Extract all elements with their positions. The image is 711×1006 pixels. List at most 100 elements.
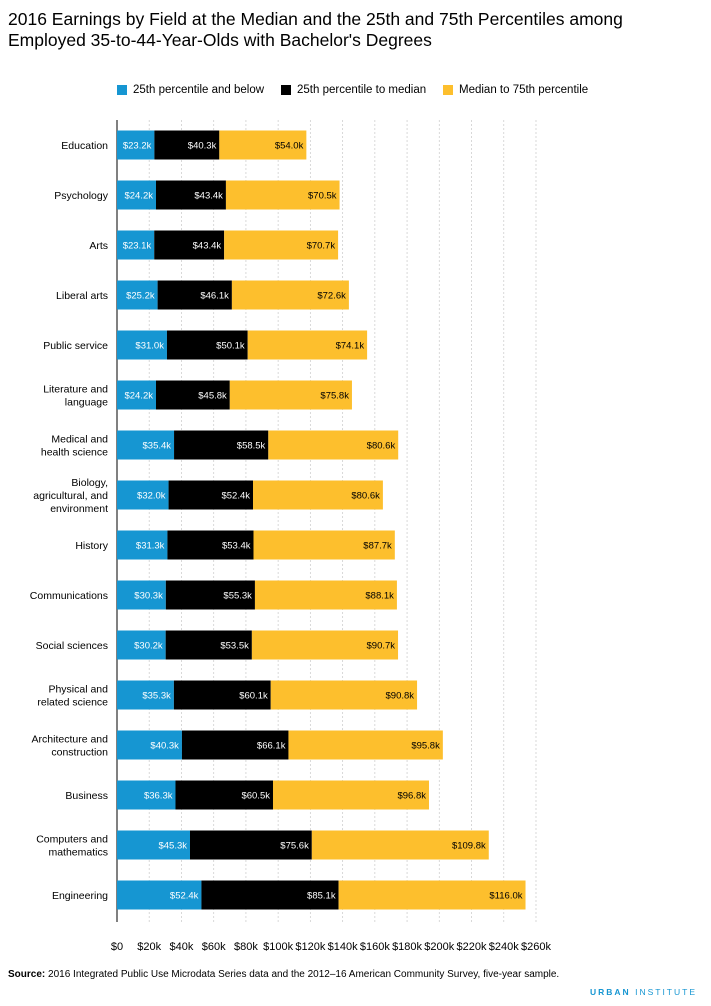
category-label: language <box>65 397 108 409</box>
data-label: $45.8k <box>198 391 227 402</box>
data-label: $87.7k <box>363 541 392 552</box>
bar-segment <box>311 830 489 860</box>
category-label: construction <box>51 747 108 759</box>
data-label: $43.4k <box>194 191 223 202</box>
data-label: $46.1k <box>200 291 229 302</box>
data-label: $90.8k <box>386 691 415 702</box>
bar-segment <box>174 430 269 460</box>
category-label: Engineering <box>52 890 108 902</box>
bar-segment <box>157 280 232 310</box>
category-label: agricultural, and <box>33 490 108 502</box>
legend-swatch-blue <box>117 85 127 95</box>
data-label: $32.0k <box>137 491 166 502</box>
category-label: Communications <box>30 590 108 602</box>
data-label: $53.5k <box>220 641 249 652</box>
bar-segment <box>224 230 339 260</box>
category-label: History <box>75 540 108 552</box>
data-label: $53.4k <box>222 541 251 552</box>
category-label: Business <box>65 790 108 802</box>
data-label: $80.6k <box>351 491 380 502</box>
data-label: $25.2k <box>126 291 155 302</box>
data-label: $95.8k <box>411 741 440 752</box>
bar-segment <box>117 830 191 860</box>
brand-logo: URBAN INSTITUTE <box>590 987 697 997</box>
category-label: health science <box>41 447 108 459</box>
bar-segment <box>175 780 273 810</box>
x-tick-label: $160k <box>360 941 390 953</box>
category-label: Liberal arts <box>56 290 108 302</box>
source-label: Source: <box>8 969 46 980</box>
x-tick-label: $240k <box>489 941 519 953</box>
category-label: Architecture and <box>32 734 109 746</box>
category-label: environment <box>50 503 108 515</box>
data-label: $58.5k <box>237 441 266 452</box>
bar-segment <box>117 280 158 310</box>
bar-segment <box>251 630 399 660</box>
bar-segment <box>117 780 176 810</box>
data-label: $70.5k <box>308 191 337 202</box>
data-label: $36.3k <box>144 791 173 802</box>
x-tick-label: $100k <box>263 941 293 953</box>
data-label: $72.6k <box>317 291 346 302</box>
data-label: $31.0k <box>135 341 164 352</box>
bar-segment <box>155 380 230 410</box>
bar-segment <box>117 430 175 460</box>
bar-segment <box>117 530 168 560</box>
source-note: Source: 2016 Integrated Public Use Micro… <box>8 968 608 981</box>
data-label: $45.3k <box>158 841 187 852</box>
source-text: 2016 Integrated Public Use Microdata Ser… <box>48 969 560 980</box>
category-label: Psychology <box>54 190 108 202</box>
bar-segment <box>253 530 395 560</box>
bar-segment <box>117 130 155 160</box>
data-label: $31.3k <box>136 541 165 552</box>
category-label: Literature and <box>43 384 108 396</box>
data-label: $40.3k <box>188 141 217 152</box>
bar-segment <box>253 480 383 510</box>
data-label: $30.3k <box>134 591 163 602</box>
category-label: Biology, <box>71 477 108 489</box>
category-label: Social sciences <box>36 640 108 652</box>
bar-segment <box>117 330 167 360</box>
bar-segment <box>201 880 339 910</box>
bar-segment <box>288 730 443 760</box>
data-label: $24.2k <box>124 391 153 402</box>
x-tick-label: $180k <box>392 941 422 953</box>
data-label: $66.1k <box>257 741 286 752</box>
bar-segment <box>270 680 418 710</box>
bar-segment <box>173 680 271 710</box>
category-label: mathematics <box>48 847 108 859</box>
data-label: $23.2k <box>123 141 152 152</box>
data-label: $75.6k <box>280 841 309 852</box>
data-label: $54.0k <box>275 141 304 152</box>
data-label: $50.1k <box>216 341 245 352</box>
x-tick-label: $20k <box>137 941 161 953</box>
data-label: $35.3k <box>142 691 171 702</box>
bar-segment <box>117 730 182 760</box>
category-label: Public service <box>43 340 108 352</box>
category-label: related science <box>37 697 108 709</box>
data-label: $109.8k <box>452 841 486 852</box>
data-label: $90.7k <box>367 641 396 652</box>
bar-segment <box>117 680 174 710</box>
x-tick-label: $260k <box>521 941 551 953</box>
bar-segment <box>231 280 349 310</box>
bar-segment <box>117 180 156 210</box>
legend-item-25th-and-below: 25th percentile and below <box>117 82 264 98</box>
x-tick-label: $140k <box>328 941 358 953</box>
x-tick-label: $120k <box>295 941 325 953</box>
data-label: $96.8k <box>397 791 426 802</box>
chart-legend: 25th percentile and below 25th percentil… <box>0 82 711 98</box>
data-label: $43.4k <box>193 241 222 252</box>
bar-segment <box>154 130 220 160</box>
x-tick-label: $60k <box>202 941 226 953</box>
data-label: $75.8k <box>320 391 349 402</box>
bar-segment <box>117 230 155 260</box>
data-label: $60.1k <box>239 691 268 702</box>
legend-item-25th-to-median: 25th percentile to median <box>281 82 426 98</box>
bar-segment <box>254 580 397 610</box>
legend-label: Median to 75th percentile <box>459 84 589 96</box>
bar-segment <box>154 230 225 260</box>
brand-word-urban: URBAN <box>590 987 631 997</box>
bar-segment <box>165 580 255 610</box>
